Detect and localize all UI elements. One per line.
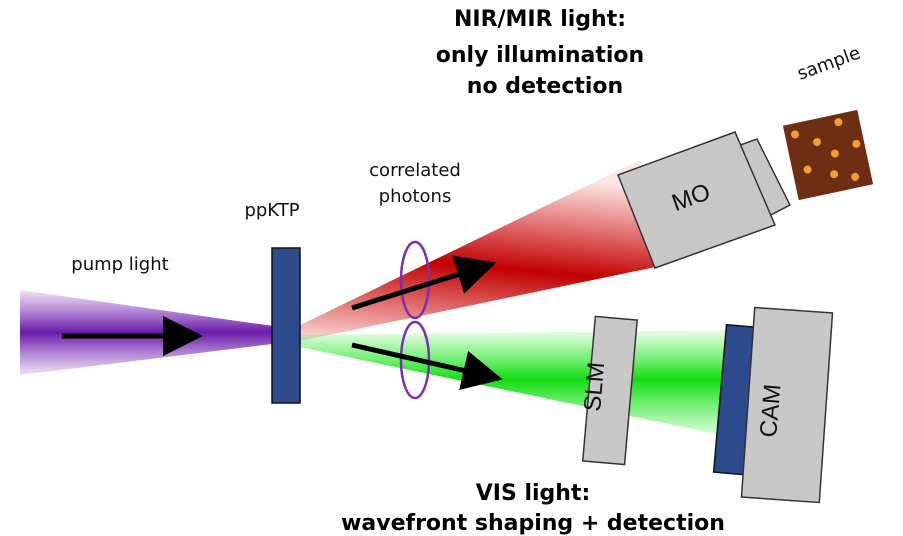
- label: correlated: [369, 160, 461, 181]
- top-label: only illumination: [436, 43, 644, 68]
- bottom-label: wavefront shaping + detection: [341, 511, 725, 536]
- device-label: SLM: [579, 361, 610, 413]
- red-beam: [290, 160, 665, 343]
- camera: CAM: [714, 308, 833, 503]
- device-label: CAM: [755, 383, 787, 438]
- top-label: NIR/MIR light:: [454, 7, 626, 32]
- label: ppKTP: [244, 200, 299, 221]
- crystal: [272, 248, 300, 403]
- top-label: no detection: [467, 74, 623, 99]
- label: photons: [379, 186, 452, 207]
- diagram: MO SLM CAM NIR/MIR light: only illuminat…: [0, 0, 903, 536]
- bottom-label: VIS light:: [476, 481, 591, 506]
- label: sample: [795, 43, 864, 85]
- sample: [783, 110, 873, 200]
- label: pump light: [71, 254, 168, 275]
- pump-beam: [20, 290, 280, 375]
